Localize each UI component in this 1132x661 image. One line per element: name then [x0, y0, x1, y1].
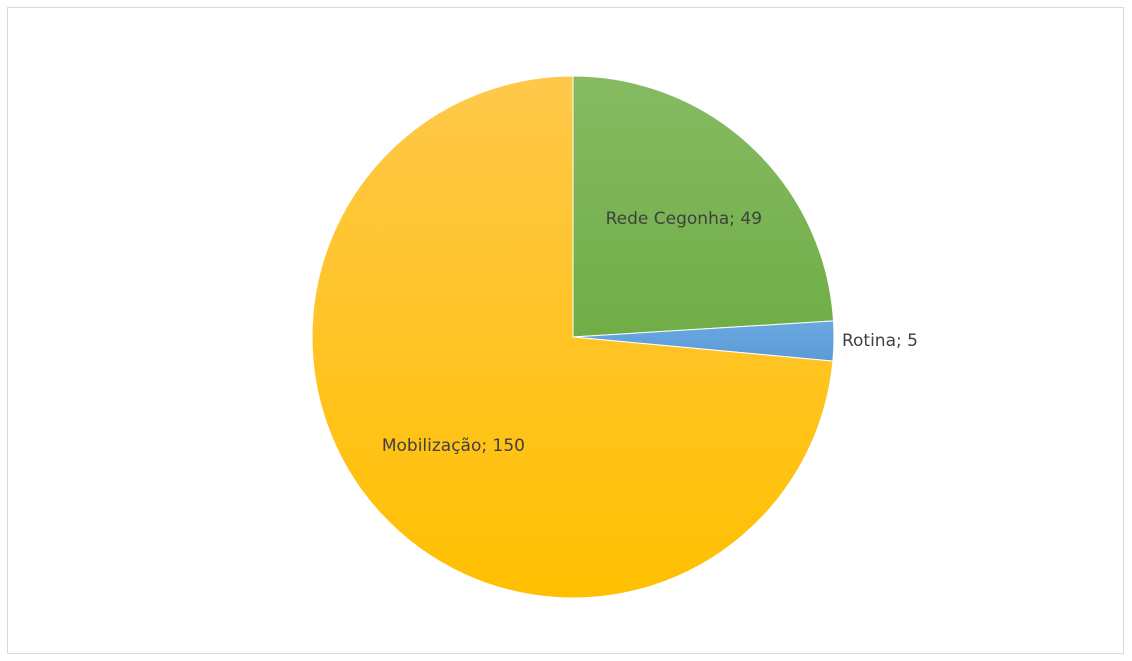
pie-slice-mobilizacao — [311, 75, 834, 599]
pie-slice-rede-cegonha — [572, 75, 835, 338]
data-label-rotina: Rotina; 5 — [842, 331, 918, 351]
data-label-rede-cegonha: Rede Cegonha; 49 — [606, 209, 762, 229]
data-label-mobilizacao: Mobilização; 150 — [382, 436, 525, 456]
